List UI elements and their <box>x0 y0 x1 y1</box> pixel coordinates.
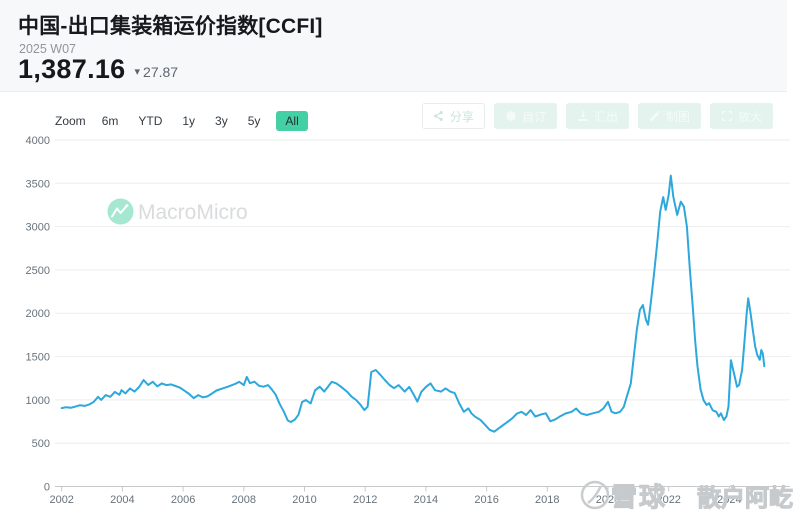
action-button-download[interactable]: 汇出 <box>565 103 629 129</box>
action-button-label: 分享 <box>449 109 474 124</box>
x-tick-label: 2016 <box>474 494 498 506</box>
period-label: 2025 W07 <box>19 42 76 56</box>
y-tick-label: 3500 <box>26 178 50 190</box>
action-button-label: 汇出 <box>593 109 618 124</box>
range-button-ytd[interactable]: YTD <box>134 111 166 131</box>
change-value: 27.87 <box>143 64 179 80</box>
action-button-expand[interactable]: 放大 <box>709 103 773 129</box>
y-tick-label: 4000 <box>26 135 50 147</box>
action-button-pencil[interactable]: 制图 <box>637 103 701 129</box>
zoom-label: Zoom <box>55 114 86 128</box>
macromicro-watermark-text: MacroMicro <box>138 201 248 224</box>
y-axis: 0 500 1000 1500 2000 2500 3000 3500 4000 <box>26 135 790 494</box>
xueqiu-watermark-brand: 雪球 <box>611 482 667 512</box>
range-button-1y[interactable]: 1y <box>178 111 199 131</box>
action-button-label: 自订 <box>521 109 546 124</box>
latest-value-row: 1,387.16 ▾ 27.87 <box>18 56 178 83</box>
x-tick-label: 2018 <box>535 494 559 506</box>
index-value: 1,387.16 <box>18 54 126 84</box>
action-button-label: 放大 <box>737 109 762 124</box>
pencil-icon <box>649 110 661 122</box>
y-tick-label: 0 <box>44 482 50 494</box>
chart-header: 中国-出口集装箱运价指数[CCFI] 2025 W07 1,387.16 ▾ 2… <box>0 0 787 92</box>
action-button-gear[interactable]: 自订 <box>493 103 557 129</box>
x-tick-label: 2024 <box>717 494 741 506</box>
chart-action-buttons: 分享 自订 汇出 制图 放大 <box>421 103 773 129</box>
y-tick-label: 2500 <box>26 265 50 277</box>
x-axis: 2002 2004 2006 2008 2010 2012 2014 2016 2018 2020… <box>49 486 742 506</box>
x-tick-label: 2014 <box>414 494 438 506</box>
x-tick-label: 2004 <box>110 494 134 506</box>
y-tick-label: 1500 <box>26 352 50 364</box>
x-tick-label: 2008 <box>232 494 256 506</box>
y-tick-label: 3000 <box>26 222 50 234</box>
x-tick-label: 2006 <box>171 494 195 506</box>
x-tick-label: 2022 <box>656 494 680 506</box>
y-tick-label: 1000 <box>26 395 50 407</box>
action-button-label: 制图 <box>665 109 690 124</box>
action-button-share[interactable]: 分享 <box>421 103 485 129</box>
download-icon <box>578 110 588 122</box>
series-line-ccfi <box>60 174 766 433</box>
x-tick-label: 2002 <box>49 494 73 506</box>
range-button-5y[interactable]: 5y <box>244 111 265 131</box>
gear-icon <box>505 110 517 122</box>
change-badge: ▾ 27.87 <box>135 64 179 83</box>
macromicro-watermark: MacroMicro <box>107 198 248 225</box>
macromicro-logo-icon <box>111 204 128 218</box>
xueqiu-watermark-username: 散户阿屹 <box>697 484 793 512</box>
range-button-all[interactable]: All <box>276 111 308 131</box>
down-triangle-icon: ▾ <box>134 65 141 78</box>
share-icon <box>433 111 443 121</box>
x-tick-label: 2010 <box>292 494 316 506</box>
range-button-6m[interactable]: 6m <box>98 111 123 131</box>
y-tick-label: 500 <box>32 438 50 450</box>
xueqiu-watermark: 雪球 散户阿屹 <box>580 480 794 513</box>
y-tick-label: 2000 <box>26 308 50 320</box>
expand-icon <box>721 110 733 122</box>
xueqiu-logo-icon <box>580 480 610 510</box>
range-button-3y[interactable]: 3y <box>211 111 232 131</box>
page-title: 中国-出口集装箱运价指数[CCFI] <box>18 15 323 38</box>
x-tick-label: 2012 <box>353 494 377 506</box>
zoom-presets: Zoom 6m YTD 1y 3y 5y All <box>55 111 308 131</box>
